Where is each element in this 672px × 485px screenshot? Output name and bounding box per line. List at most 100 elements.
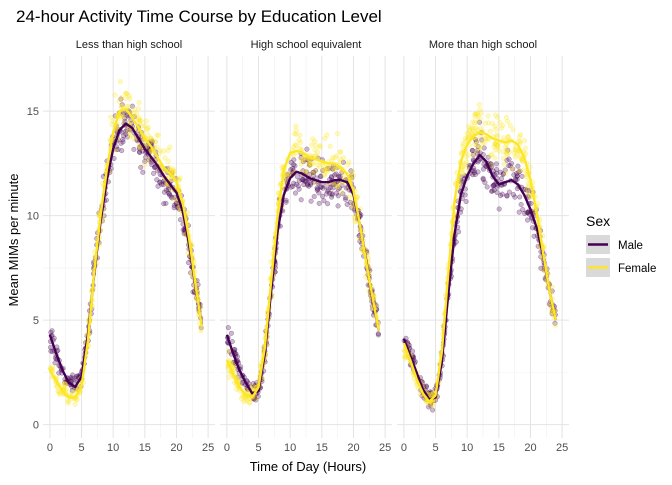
point-male: [173, 200, 179, 206]
point-male: [310, 172, 316, 178]
point-female: [125, 128, 132, 135]
point-male: [163, 200, 169, 206]
point-male: [492, 181, 498, 187]
point-female: [337, 156, 343, 162]
point-female: [469, 124, 475, 130]
point-female: [116, 98, 122, 104]
point-female: [495, 114, 501, 120]
point-male: [517, 194, 523, 200]
point-male: [514, 170, 520, 177]
point-male: [129, 103, 135, 109]
point-female: [119, 103, 125, 109]
point-female: [493, 126, 499, 132]
point-male: [344, 201, 350, 207]
point-male: [168, 194, 174, 200]
point-male: [301, 182, 307, 188]
point-male: [146, 157, 152, 163]
smooth-line-female: [402, 130, 557, 403]
point-male: [288, 184, 294, 190]
point-female: [311, 160, 317, 166]
chart-title: 24-hour Activity Time Course by Educatio…: [16, 7, 382, 26]
point-male: [292, 190, 299, 196]
point-female: [307, 162, 313, 168]
point-male: [307, 182, 314, 188]
point-female: [552, 322, 558, 328]
point-female: [514, 152, 520, 158]
point-female: [136, 143, 142, 149]
point-male: [300, 159, 306, 165]
point-female: [324, 132, 330, 138]
point-male: [500, 171, 506, 177]
point-female: [463, 154, 469, 160]
point-male: [318, 184, 324, 190]
point-female: [170, 167, 176, 173]
point-female: [312, 147, 318, 153]
point-male: [119, 102, 125, 108]
point-male: [329, 191, 335, 197]
point-male: [522, 210, 528, 216]
point-male: [333, 190, 340, 196]
point-male: [291, 162, 297, 168]
point-female: [332, 167, 338, 173]
x-tick-label: 10: [461, 442, 473, 454]
point-male: [115, 146, 121, 153]
point-female: [472, 111, 478, 117]
point-female: [524, 186, 530, 192]
point-female: [198, 328, 204, 334]
point-female: [72, 401, 78, 407]
x-tick-label: 0: [47, 442, 53, 454]
point-male: [471, 168, 477, 174]
point-male: [500, 171, 506, 177]
panel-label: High school equivalent: [251, 39, 362, 51]
y-tick-label: 0: [33, 420, 39, 432]
point-male: [349, 205, 355, 211]
point-male: [250, 381, 256, 387]
point-female: [112, 92, 118, 98]
point-male: [472, 137, 479, 143]
point-male: [489, 188, 495, 194]
point-male: [491, 182, 497, 189]
point-male: [504, 157, 510, 163]
panel-2: High school equivalent 0 5 10 15 20 25: [220, 39, 392, 454]
point-male: [70, 372, 76, 378]
point-male: [462, 192, 468, 198]
point-male: [123, 131, 129, 137]
point-female: [316, 164, 322, 170]
point-male: [333, 171, 339, 177]
point-male: [327, 190, 333, 196]
point-female: [429, 403, 436, 409]
point-male: [315, 186, 321, 192]
point-female: [123, 90, 129, 96]
point-male: [308, 180, 314, 186]
point-female: [292, 142, 298, 148]
point-male: [326, 165, 332, 171]
point-female: [503, 170, 509, 176]
point-male: [479, 137, 485, 143]
point-female: [74, 397, 80, 403]
point-female: [62, 381, 69, 387]
point-male: [252, 383, 258, 389]
point-female: [430, 400, 436, 406]
point-male: [480, 175, 486, 181]
point-male: [131, 146, 137, 152]
x-tick-label: 25: [379, 442, 391, 454]
point-male: [472, 171, 478, 178]
point-male: [306, 162, 313, 168]
point-female: [494, 142, 500, 148]
point-female: [465, 134, 471, 140]
point-male: [69, 388, 75, 394]
point-male: [68, 375, 74, 381]
point-male: [73, 373, 80, 379]
point-female: [460, 141, 466, 147]
point-male: [322, 183, 328, 189]
point-male: [318, 184, 324, 191]
point-male: [324, 166, 330, 172]
point-female: [478, 110, 484, 116]
point-male: [328, 184, 334, 190]
point-female: [303, 169, 309, 175]
point-male: [295, 183, 301, 189]
point-female: [57, 391, 63, 397]
point-male: [336, 185, 343, 191]
point-female: [504, 151, 511, 157]
smooth-line-female: [48, 107, 203, 399]
